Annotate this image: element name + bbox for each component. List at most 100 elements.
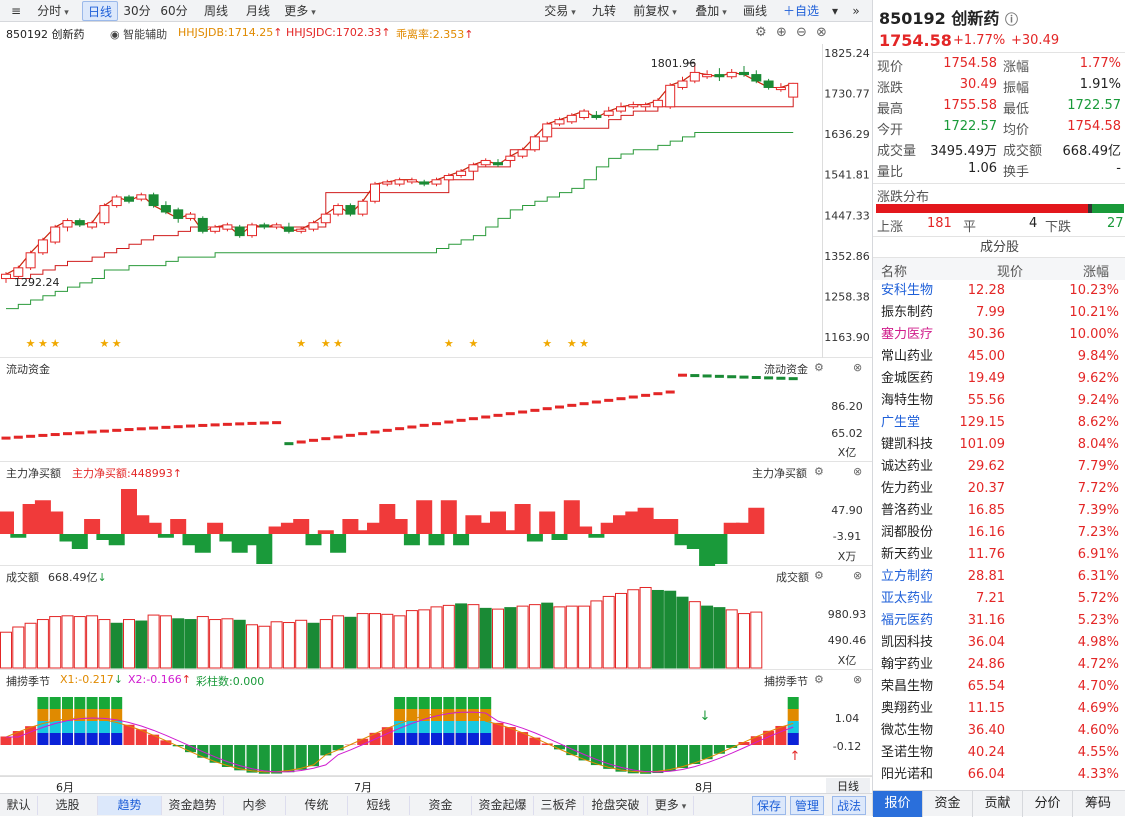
constituent-name[interactable]: 立方制药 <box>881 566 933 588</box>
main-net-chart[interactable] <box>0 462 822 566</box>
adjust-button[interactable]: 前复权 <box>626 1 684 21</box>
tab-more[interactable]: 更多 <box>280 1 320 21</box>
constituent-name[interactable]: 润都股份 <box>881 522 933 544</box>
constituent-name[interactable]: 海特生物 <box>881 390 933 412</box>
col-change[interactable]: 涨幅 <box>1083 261 1109 280</box>
constituent-name[interactable]: 圣诺生物 <box>881 742 933 764</box>
tab-fund[interactable]: 资金 <box>410 796 472 815</box>
main-net-close-icon[interactable]: ⊗ <box>853 465 862 478</box>
trade-button[interactable]: 交易 <box>538 1 582 21</box>
tab-daily[interactable]: 日线 <box>82 1 118 21</box>
flow-chart[interactable] <box>0 358 822 462</box>
constituent-name[interactable]: 凯因科技 <box>881 632 933 654</box>
constituent-name[interactable]: 福元医药 <box>881 610 933 632</box>
tab-contribution[interactable]: 贡献 <box>973 791 1023 817</box>
season-chart[interactable]: ↓↑ <box>0 670 822 776</box>
overlay-button[interactable]: 叠加 <box>688 1 734 21</box>
tab-trend[interactable]: 趋势 <box>98 796 162 815</box>
draw-button[interactable]: 画线 <box>738 1 772 21</box>
tab-fund[interactable]: 资金 <box>923 791 973 817</box>
manage-button[interactable]: 管理 <box>790 796 824 815</box>
settings-icon[interactable]: ⚙ <box>755 25 767 40</box>
add-indicator-icon[interactable]: ⊕ <box>776 25 787 40</box>
tab-quote[interactable]: 报价 <box>873 791 923 817</box>
tab-monthly[interactable]: 月线 <box>238 1 278 21</box>
smart-assist-toggle[interactable]: ◉ 智能辅助 <box>110 26 167 42</box>
tab-breakout[interactable]: 抢盘突破 <box>584 796 648 815</box>
tab-fund-trend[interactable]: 资金趋势 <box>162 796 224 815</box>
tab-30min[interactable]: 30分 <box>120 1 154 21</box>
constituent-name[interactable]: 广生堂 <box>881 412 920 434</box>
constituent-name[interactable]: 阳光诺和 <box>881 764 933 786</box>
tab-fund-burst[interactable]: 资金起爆 <box>472 796 534 815</box>
flow-close-icon[interactable]: ⊗ <box>853 361 862 374</box>
constituent-name[interactable]: 常山药业 <box>881 346 933 368</box>
tab-chips[interactable]: 筹码 <box>1073 791 1123 817</box>
constituent-name[interactable]: 亚太药业 <box>881 588 933 610</box>
tab-three-axes[interactable]: 三板斧 <box>534 796 584 815</box>
tab-insider[interactable]: 内参 <box>224 796 286 815</box>
save-button[interactable]: 保存 <box>752 796 786 815</box>
col-name[interactable]: 名称 <box>881 261 907 280</box>
tab-price-dist[interactable]: 分价 <box>1023 791 1073 817</box>
constituent-name[interactable]: 佐力药业 <box>881 478 933 500</box>
minimize-icon[interactable]: ⊖ <box>796 25 807 40</box>
constituent-name[interactable]: 金城医药 <box>881 368 933 390</box>
watchlist-dropdown-icon[interactable]: ▾ <box>828 1 842 21</box>
col-price[interactable]: 现价 <box>997 261 1023 280</box>
tab-weekly[interactable]: 周线 <box>196 1 236 21</box>
info-icon[interactable]: ⓘ <box>1005 13 1018 28</box>
constituent-name[interactable]: 振东制药 <box>881 302 933 324</box>
volume-chart[interactable] <box>0 566 822 670</box>
tab-stock-pick[interactable]: 选股 <box>38 796 98 815</box>
season-close-icon[interactable]: ⊗ <box>853 673 862 686</box>
tab-default[interactable]: 默认 <box>0 796 38 815</box>
constituent-name[interactable]: 安科生物 <box>881 280 933 302</box>
tab-60min[interactable]: 60分 <box>156 1 192 21</box>
tab-short-term[interactable]: 短线 <box>348 796 410 815</box>
nav-icon[interactable]: ≡ <box>4 1 28 21</box>
volume-close-icon[interactable]: ⊗ <box>853 569 862 582</box>
constituent-name[interactable]: 荣昌生物 <box>881 676 933 698</box>
close-icon[interactable]: ⊗ <box>816 25 827 40</box>
collapse-icon[interactable]: » <box>846 1 866 21</box>
kline-chart[interactable]: 1825.241730.771636.291541.811447.331352.… <box>0 44 872 358</box>
nine-turn-button[interactable]: 九转 <box>586 1 622 21</box>
add-watchlist-button[interactable]: ＋自选 <box>774 1 828 21</box>
constituent-name[interactable]: 普洛药业 <box>881 500 933 522</box>
constituent-name[interactable]: 新天药业 <box>881 544 933 566</box>
tab-intraday[interactable]: 分时 <box>28 1 78 21</box>
period-label[interactable]: 日线 <box>826 778 870 793</box>
constituent-name[interactable]: 微芯生物 <box>881 720 933 742</box>
constituent-name[interactable]: 塞力医疗 <box>881 324 933 346</box>
strategy-button[interactable]: 战法 <box>832 796 866 815</box>
constituent-name[interactable]: 键凯科技 <box>881 434 933 456</box>
constituent-name[interactable]: 奥翔药业 <box>881 698 933 720</box>
constituent-name[interactable]: 诚达药业 <box>881 456 933 478</box>
tab-traditional[interactable]: 传统 <box>286 796 348 815</box>
tab-more[interactable]: 更多 <box>648 796 694 815</box>
